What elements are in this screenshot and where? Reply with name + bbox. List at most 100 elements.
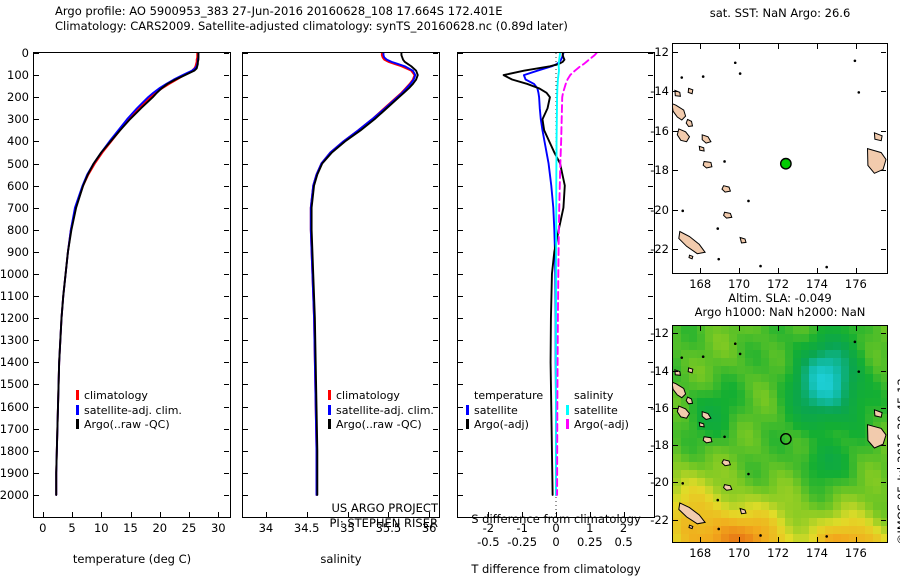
island-dot (681, 209, 685, 213)
temperature-ytick-right (224, 428, 229, 430)
sst-map-ytick-label: -18 (650, 163, 669, 178)
sst-map-ytick (673, 130, 678, 132)
difference-legend-columns: temperature satellite Argo(-adj) salinity sa… (466, 389, 650, 433)
sst-map-ytick (673, 209, 678, 211)
sla-map-xtick-top (700, 326, 702, 331)
argo-position-marker (779, 433, 792, 445)
sst-map-ytick-right (881, 170, 886, 172)
island-landmass (673, 382, 687, 399)
sla-map-xtick (739, 537, 741, 542)
island-landmass (739, 236, 747, 244)
island-dot (738, 72, 742, 75)
island-dot (681, 482, 685, 485)
temperature-ytick (34, 428, 39, 430)
island-landmass (676, 405, 691, 419)
sst-map-ytick-label: -12 (650, 44, 669, 59)
difference-ytick (458, 207, 463, 209)
difference-legend: temperature satellite Argo(-adj) salinity sa… (466, 389, 650, 433)
island-dot (853, 59, 857, 63)
sla-map-ytick-right (881, 407, 886, 409)
salinity-ytick-right (433, 274, 438, 275)
salinity-ytick-right (433, 53, 438, 54)
difference-xtick-top (556, 512, 557, 517)
salinity-ytick-right (433, 384, 438, 386)
temperature-ytick-right (224, 406, 229, 408)
difference-ytick-right (648, 207, 653, 209)
difference-ytick (458, 274, 463, 275)
salinity-ytick (243, 472, 248, 474)
sst-map-ytick-right (881, 209, 886, 211)
temperature-ytick (34, 406, 39, 408)
salinity-xtick (265, 512, 267, 517)
difference-ytick-right (648, 428, 653, 430)
island-landmass (866, 147, 887, 174)
temperature-xtick (72, 512, 73, 517)
argo-heat-content: Argo h1000: NaN h2000: NaN (694, 305, 866, 319)
temperature-xtick-label: 15 (123, 521, 138, 535)
temperature-xtick-label: 30 (210, 521, 226, 535)
island-landmass (678, 230, 706, 255)
island-dot (759, 264, 762, 268)
temperature-plot-area (55, 53, 200, 496)
temperature-ytick-right (224, 318, 229, 320)
temperature-legend-item: Argo(..raw -QC) (76, 418, 182, 433)
temperature-xtick (42, 512, 44, 517)
salinity-diff-legend-header: salinity (574, 389, 614, 402)
salinity-legend-swatch (328, 419, 331, 429)
sst-map-xtick-label: 170 (728, 277, 751, 291)
temperature-ytick (34, 384, 39, 386)
salinity-xtick-label: 34.5 (293, 521, 320, 535)
difference-ytick (458, 141, 463, 143)
temperature-ytick-right (224, 119, 229, 121)
difference-ytick-right (648, 318, 653, 320)
temperature-ytick-right (224, 251, 229, 253)
sla-map-ytick (673, 407, 678, 409)
island-landmass (702, 436, 713, 444)
salinity-ytick (243, 274, 248, 275)
difference-ytick-right (648, 274, 653, 275)
temperature-legend-swatch (76, 419, 79, 429)
temperature-ytick-right (224, 185, 229, 187)
salinity-diff-legend-label: Argo(-adj) (574, 418, 629, 431)
sst-map-ytick-label: -20 (650, 202, 669, 217)
difference-ytick (458, 450, 463, 452)
sla-map-xtick-top (817, 326, 818, 331)
salinity-legend: climatology satellite-adj. clim. Argo(..ra… (328, 389, 434, 433)
island-dot (747, 199, 750, 203)
sla-map-ytick (673, 333, 678, 335)
salinity-ytick-right (433, 494, 438, 496)
island-landmass (723, 211, 733, 219)
salinity-legend-label: Argo(..raw -QC) (336, 418, 422, 431)
island-landmass (701, 134, 712, 144)
difference-xtick-label: 0 (552, 521, 560, 535)
difference-xtick-top (488, 512, 490, 517)
temperature-diff-legend-swatch (466, 404, 469, 415)
sla-map-ytick (673, 370, 678, 372)
salinity-ytick (243, 207, 248, 209)
island-dot (738, 352, 742, 356)
difference-xtick-top-label: -0.5 (477, 535, 500, 549)
salinity-ytick (243, 384, 248, 386)
sla-map-xtick (817, 537, 818, 542)
island-landmass (685, 396, 694, 405)
temperature-ytick (34, 163, 39, 165)
island-dot (733, 342, 737, 345)
sst-map-ytick (673, 249, 678, 251)
sst-map-xtick (739, 268, 741, 273)
difference-ytick-right (648, 384, 653, 386)
depth-tick-label: 800 (7, 222, 29, 237)
temperature-diff-legend-column: temperature satellite Argo(-adj) (466, 389, 550, 433)
salinity-legend-item: climatology (328, 389, 434, 404)
salinity-ytick (243, 428, 248, 430)
temperature-ytick-right (224, 229, 229, 231)
series-argo-raw-qc- (310, 53, 419, 496)
depth-tick-label: 1700 (0, 421, 29, 436)
sla-field (673, 326, 887, 542)
depth-tick-label: 2000 (0, 487, 29, 502)
island-dot (716, 227, 720, 230)
sst-map-ytick-right (881, 130, 886, 132)
salinity-ytick-right (433, 75, 438, 77)
sst-map-xtick-label: 172 (767, 277, 790, 291)
salinity-ytick-right (433, 428, 438, 430)
salinity-ytick-right (433, 362, 438, 364)
